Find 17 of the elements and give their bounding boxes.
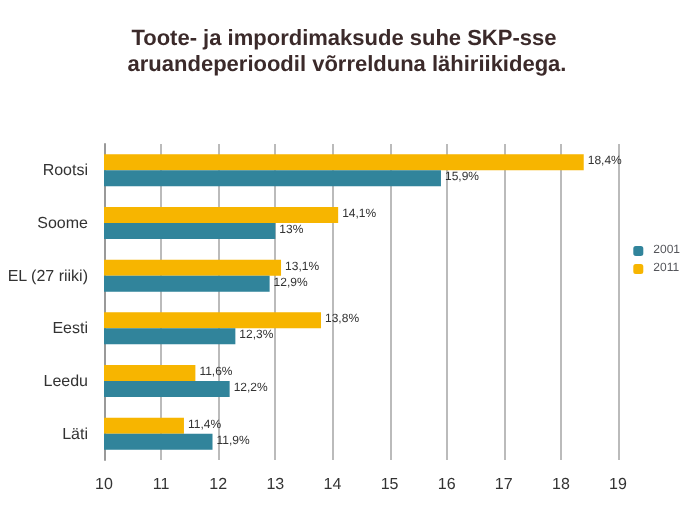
y-tick-label: EL (27 riiki) bbox=[7, 266, 89, 285]
x-tick-label: 16 bbox=[437, 475, 457, 493]
y-tick-label: Soome bbox=[37, 214, 90, 232]
x-tick-label: 19 bbox=[609, 475, 628, 493]
y-tick-label: Leedu bbox=[43, 372, 88, 390]
x-tick-label: 15 bbox=[380, 475, 400, 493]
y-tick-label: Rootsi bbox=[42, 161, 89, 180]
x-tick-label: 10 bbox=[95, 475, 114, 493]
x-tick-label: 18 bbox=[551, 475, 571, 493]
x-tick-label: 12 bbox=[209, 475, 229, 493]
y-tick-label: Eesti bbox=[52, 319, 89, 338]
y-tick-label: Läti bbox=[62, 424, 89, 443]
chart-title: Toote- ja impordimaksude suhe SKP-sse aruandeperioodil võrrelduna lähiriikidega. bbox=[127, 27, 567, 77]
x-tick-label: 14 bbox=[323, 475, 343, 493]
x-tick-label: 11 bbox=[152, 475, 171, 493]
x-tick-label: 13 bbox=[266, 475, 286, 493]
x-tick-label: 17 bbox=[494, 475, 514, 493]
